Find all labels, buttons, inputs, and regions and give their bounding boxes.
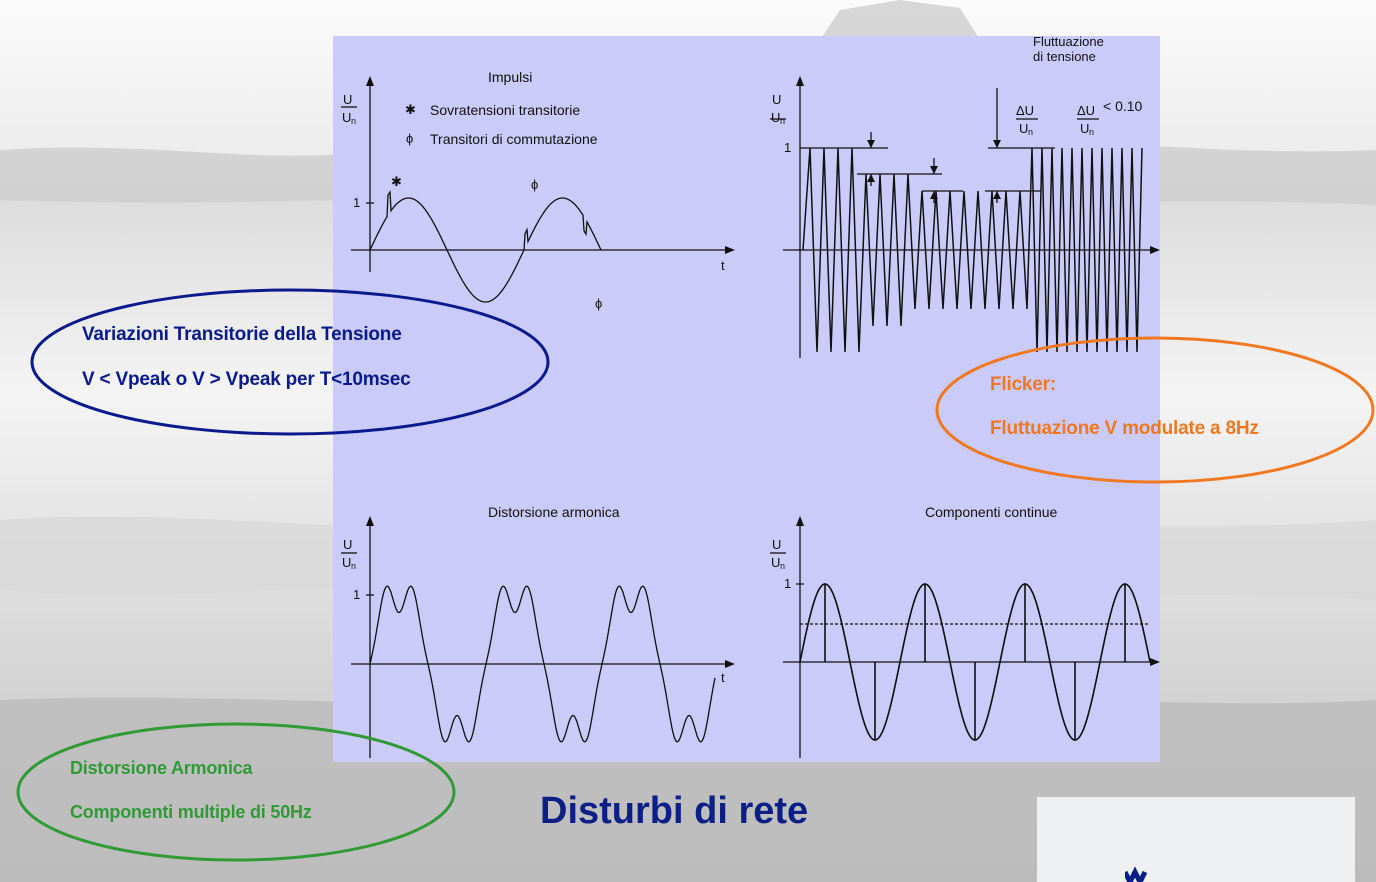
armonica-title: Distorsione armonica: [488, 504, 620, 520]
plot-continue: [770, 516, 1160, 758]
slide-title: Disturbi di rete: [540, 790, 809, 832]
flutt-y-arrow: [796, 76, 804, 86]
impulsi-xlabel: t: [721, 258, 725, 273]
flutt-title-line1: Fluttuazione: [1033, 36, 1104, 49]
armonica-x-arrow: [725, 660, 735, 668]
continue-rectified-waveform: [799, 583, 1151, 741]
flicker-line2: Fluttuazione V modulate a 8Hz: [990, 418, 1259, 439]
flutt-dU-den-2: U: [1080, 121, 1089, 136]
impulsi-title: Impulsi: [488, 69, 532, 85]
flutt-dU-sub-1: n: [1028, 127, 1033, 137]
impulsi-ytick-label: 1: [353, 195, 360, 210]
flutt-dU-num-1: ΔU: [1016, 103, 1034, 118]
impulsi-legend-symbol-1: ✱: [405, 102, 416, 117]
impulsi-ylabel-num: U: [343, 92, 352, 107]
armonica-ylabel-num: U: [343, 537, 352, 552]
flutt-ylabel-sub: n: [780, 116, 785, 126]
impulsi-waveform: [369, 190, 602, 303]
armonica-waveform: [369, 585, 716, 743]
transitorie-line1: Variazioni Transitorie della Tensione: [82, 324, 402, 345]
impulsi-mark-overvoltage: ✱: [391, 174, 402, 189]
flutt-x-arrow: [1150, 246, 1160, 254]
armonica-callout-line1: Distorsione Armonica: [70, 758, 253, 778]
flutt-ylabel-den: U: [771, 110, 780, 125]
armonica-ylabel-sub: n: [351, 561, 356, 571]
flutt-ratio-text: < 0.10: [1103, 98, 1143, 114]
continue-title: Componenti continue: [925, 504, 1058, 520]
flutt-waveform: [802, 147, 1143, 353]
continue-ylabel-num: U: [772, 537, 781, 552]
logo-corner-box: [1037, 797, 1355, 882]
continue-x-arrow: [1150, 658, 1160, 666]
impulsi-legend-text-1: Sovratensioni transitorie: [430, 102, 580, 118]
armonica-ytick-label: 1: [353, 587, 360, 602]
armonica-ylabel-den: U: [342, 555, 351, 570]
impulsi-legend-text-2: Transitori di commutazione: [430, 131, 598, 147]
diagram-panel: Impulsi ✱ Sovratensioni transitorie ϕ Tr…: [333, 36, 1160, 762]
continue-ylabel-sub: n: [780, 561, 785, 571]
impulsi-mark-switching-2: ϕ: [595, 296, 602, 311]
impulsi-ylabel-den: U: [342, 110, 351, 125]
impulsi-y-arrow: [366, 76, 374, 86]
diagram-svg: Impulsi ✱ Sovratensioni transitorie ϕ Tr…: [341, 36, 1160, 758]
flutt-dU-den-1: U: [1019, 121, 1028, 136]
flutt-ylabel-num: U: [772, 92, 781, 107]
continue-ylabel-den: U: [771, 555, 780, 570]
flicker-line1: Flicker:: [990, 374, 1056, 395]
armonica-y-arrow: [366, 516, 374, 526]
flutt-title-line2: di tensione: [1033, 49, 1096, 64]
dim-arrowheads: [867, 140, 1001, 199]
impulsi-mark-switching-1: ϕ: [531, 177, 538, 192]
plot-fluttuazione: [770, 76, 1160, 358]
continue-y-arrow: [796, 516, 804, 526]
impulsi-legend-symbol-2: ϕ: [406, 131, 413, 146]
transitorie-line2: V < Vpeak o V > Vpeak per T<10msec: [82, 369, 411, 390]
flutt-dU-num-2: ΔU: [1077, 103, 1095, 118]
impulsi-ylabel-sub: n: [351, 116, 356, 126]
logo-fragment: [1125, 866, 1148, 882]
armonica-callout-line2: Componenti multiple di 50Hz: [70, 802, 312, 822]
impulsi-x-arrow: [725, 246, 735, 254]
plot-armonica: [341, 516, 735, 758]
continue-ytick-label: 1: [784, 576, 791, 591]
flutt-dU-sub-2: n: [1089, 127, 1094, 137]
flutt-ytick-label: 1: [784, 140, 791, 155]
armonica-xlabel: t: [721, 670, 725, 685]
